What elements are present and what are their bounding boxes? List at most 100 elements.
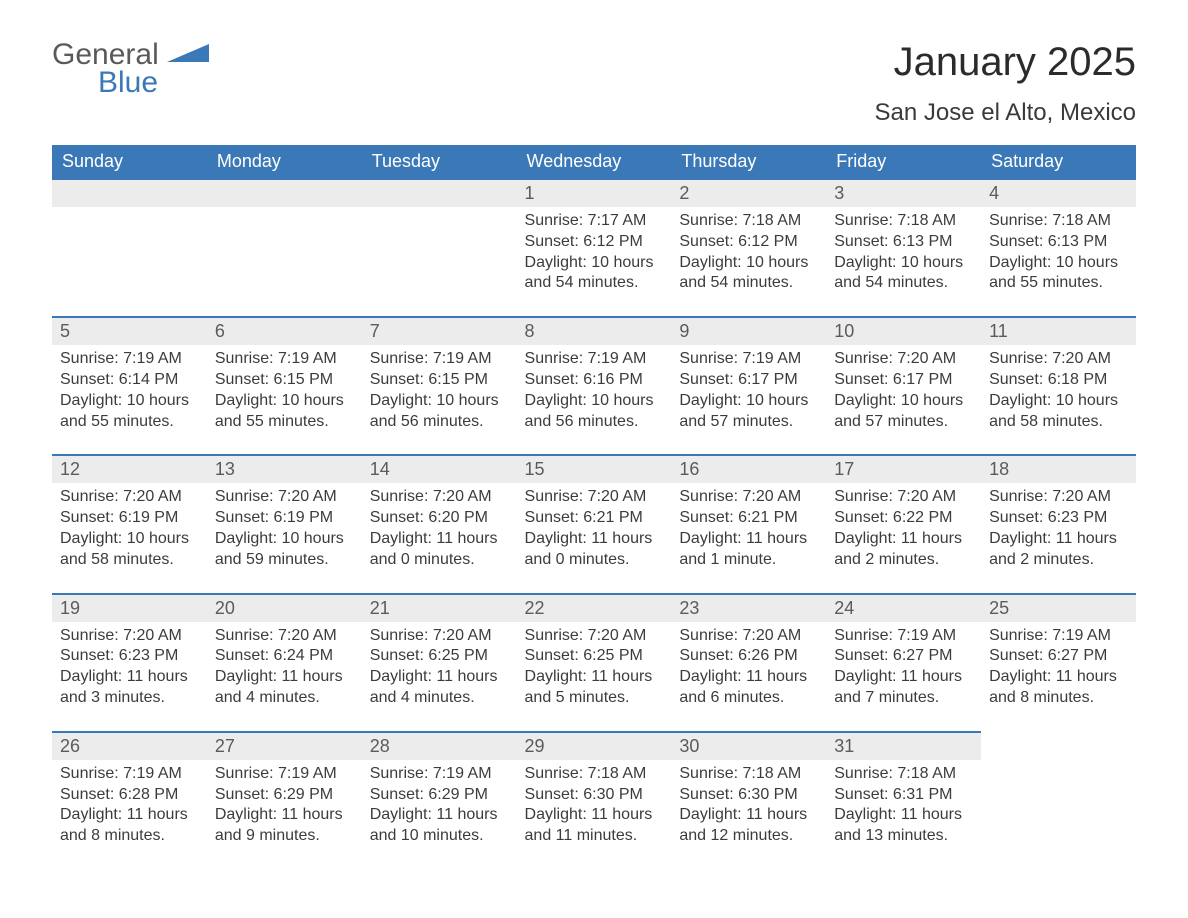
month-title: January 2025 xyxy=(875,40,1136,85)
location: San Jose el Alto, Mexico xyxy=(875,99,1136,127)
weekday-header: Friday xyxy=(826,145,981,179)
day-body-cell: Sunrise: 7:20 AMSunset: 6:25 PMDaylight:… xyxy=(517,622,672,732)
day-line-sunrise: Sunrise: 7:19 AM xyxy=(60,349,199,370)
day-line-sunset: Sunset: 6:31 PM xyxy=(834,785,973,806)
day-line-sunrise: Sunrise: 7:20 AM xyxy=(834,487,973,508)
day-line-sunset: Sunset: 6:20 PM xyxy=(370,508,509,529)
day-line-dl2: and 13 minutes. xyxy=(834,826,973,847)
day-line-dl2: and 6 minutes. xyxy=(679,688,818,709)
day-number-cell: 18 xyxy=(981,455,1136,483)
day-body-cell: Sunrise: 7:19 AMSunset: 6:16 PMDaylight:… xyxy=(517,345,672,455)
day-line-dl1: Daylight: 11 hours xyxy=(989,529,1128,550)
day-body: Sunrise: 7:19 AMSunset: 6:15 PMDaylight:… xyxy=(370,345,509,432)
day-number-cell: 4 xyxy=(981,179,1136,207)
day-line-sunset: Sunset: 6:21 PM xyxy=(679,508,818,529)
day-number-cell: 8 xyxy=(517,317,672,345)
day-body: Sunrise: 7:19 AMSunset: 6:28 PMDaylight:… xyxy=(60,760,199,847)
day-body-cell: Sunrise: 7:20 AMSunset: 6:21 PMDaylight:… xyxy=(517,483,672,593)
day-body-cell: Sunrise: 7:20 AMSunset: 6:20 PMDaylight:… xyxy=(362,483,517,593)
daynum-row: 1234 xyxy=(52,179,1136,207)
daynum-row: 567891011 xyxy=(52,317,1136,345)
day-body: Sunrise: 7:19 AMSunset: 6:29 PMDaylight:… xyxy=(215,760,354,847)
day-line-dl1: Daylight: 11 hours xyxy=(525,529,664,550)
day-number-cell: 17 xyxy=(826,455,981,483)
day-line-dl2: and 7 minutes. xyxy=(834,688,973,709)
day-line-sunset: Sunset: 6:12 PM xyxy=(679,232,818,253)
day-line-sunrise: Sunrise: 7:20 AM xyxy=(370,626,509,647)
day-line-sunrise: Sunrise: 7:20 AM xyxy=(525,626,664,647)
day-line-sunset: Sunset: 6:30 PM xyxy=(525,785,664,806)
day-line-sunset: Sunset: 6:15 PM xyxy=(215,370,354,391)
day-line-sunset: Sunset: 6:23 PM xyxy=(60,646,199,667)
day-number-cell: 15 xyxy=(517,455,672,483)
day-line-dl2: and 54 minutes. xyxy=(525,273,664,294)
day-body-cell: Sunrise: 7:19 AMSunset: 6:15 PMDaylight:… xyxy=(207,345,362,455)
day-body: Sunrise: 7:20 AMSunset: 6:26 PMDaylight:… xyxy=(679,622,818,709)
day-body: Sunrise: 7:18 AMSunset: 6:30 PMDaylight:… xyxy=(679,760,818,847)
day-number-cell: 21 xyxy=(362,594,517,622)
day-line-sunset: Sunset: 6:29 PM xyxy=(215,785,354,806)
day-line-sunrise: Sunrise: 7:19 AM xyxy=(679,349,818,370)
day-line-dl2: and 9 minutes. xyxy=(215,826,354,847)
day-body: Sunrise: 7:18 AMSunset: 6:31 PMDaylight:… xyxy=(834,760,973,847)
weekday-header: Monday xyxy=(207,145,362,179)
day-line-dl1: Daylight: 10 hours xyxy=(989,391,1128,412)
day-number-cell: 3 xyxy=(826,179,981,207)
day-body-cell: Sunrise: 7:18 AMSunset: 6:31 PMDaylight:… xyxy=(826,760,981,869)
day-line-dl1: Daylight: 11 hours xyxy=(60,667,199,688)
day-number-cell: 12 xyxy=(52,455,207,483)
day-line-sunrise: Sunrise: 7:19 AM xyxy=(370,764,509,785)
daybody-row: Sunrise: 7:19 AM Sunset: 6:28 PM Daylight:… xyxy=(52,760,1136,869)
day-number-cell: 31 xyxy=(826,732,981,760)
day-line-dl2: and 1 minute. xyxy=(679,550,818,571)
weekday-header: Wednesday xyxy=(517,145,672,179)
day-body-cell: Sunrise: 7:18 AMSunset: 6:13 PMDaylight:… xyxy=(981,207,1136,317)
day-line-sunset: Sunset: 6:13 PM xyxy=(834,232,973,253)
day-line-dl2: and 5 minutes. xyxy=(525,688,664,709)
day-number-cell xyxy=(52,179,207,207)
weekday-header: Saturday xyxy=(981,145,1136,179)
day-line-dl2: and 4 minutes. xyxy=(215,688,354,709)
day-line-sunrise: Sunrise: 7:20 AM xyxy=(525,487,664,508)
day-line-dl1: Daylight: 11 hours xyxy=(989,667,1128,688)
day-line-dl1: Daylight: 10 hours xyxy=(60,529,199,550)
day-line-dl2: and 57 minutes. xyxy=(834,412,973,433)
day-body: Sunrise: 7:19 AMSunset: 6:16 PMDaylight:… xyxy=(525,345,664,432)
day-line-dl2: and 55 minutes. xyxy=(989,273,1128,294)
daynum-row: 262728293031 xyxy=(52,732,1136,760)
day-line-sunset: Sunset: 6:22 PM xyxy=(834,508,973,529)
day-line-sunset: Sunset: 6:16 PM xyxy=(525,370,664,391)
calendar-head: SundayMondayTuesdayWednesdayThursdayFrid… xyxy=(52,145,1136,179)
day-body: Sunrise: 7:18 AMSunset: 6:13 PMDaylight:… xyxy=(989,207,1128,294)
daynum-row: 12131415161718 xyxy=(52,455,1136,483)
day-line-sunset: Sunset: 6:28 PM xyxy=(60,785,199,806)
day-line-dl1: Daylight: 11 hours xyxy=(679,667,818,688)
day-line-sunrise: Sunrise: 7:18 AM xyxy=(679,764,818,785)
logo-word2: Blue xyxy=(98,68,209,98)
day-number-cell: 26 xyxy=(52,732,207,760)
day-line-sunrise: Sunrise: 7:19 AM xyxy=(834,626,973,647)
day-body-cell: Sunrise: 7:19 AMSunset: 6:27 PMDaylight:… xyxy=(981,622,1136,732)
day-body: Sunrise: 7:20 AMSunset: 6:23 PMDaylight:… xyxy=(989,483,1128,570)
header: General Blue January 2025 San Jose el Al… xyxy=(52,40,1136,141)
day-body-cell: Sunrise: 7:20 AMSunset: 6:23 PMDaylight:… xyxy=(981,483,1136,593)
day-body-cell: Sunrise: 7:17 AMSunset: 6:12 PMDaylight:… xyxy=(517,207,672,317)
day-body: Sunrise: 7:20 AMSunset: 6:19 PMDaylight:… xyxy=(60,483,199,570)
day-body: Sunrise: 7:18 AMSunset: 6:13 PMDaylight:… xyxy=(834,207,973,294)
day-body: Sunrise: 7:20 AMSunset: 6:24 PMDaylight:… xyxy=(215,622,354,709)
day-line-dl1: Daylight: 11 hours xyxy=(215,805,354,826)
title-block: January 2025 San Jose el Alto, Mexico xyxy=(875,40,1136,141)
day-body-cell: Sunrise: 7:20 AMSunset: 6:23 PMDaylight:… xyxy=(52,622,207,732)
day-line-dl1: Daylight: 11 hours xyxy=(525,805,664,826)
day-line-dl1: Daylight: 11 hours xyxy=(679,529,818,550)
day-body-cell: Sunrise: 7:18 AMSunset: 6:30 PMDaylight:… xyxy=(671,760,826,869)
day-body: Sunrise: 7:19 AMSunset: 6:14 PMDaylight:… xyxy=(60,345,199,432)
logo: General Blue xyxy=(52,40,209,98)
day-number-cell: 1 xyxy=(517,179,672,207)
day-number-cell: 27 xyxy=(207,732,362,760)
day-line-dl1: Daylight: 11 hours xyxy=(834,667,973,688)
day-line-sunrise: Sunrise: 7:18 AM xyxy=(679,211,818,232)
day-number-cell: 30 xyxy=(671,732,826,760)
day-body-cell: Sunrise: 7:19 AMSunset: 6:29 PMDaylight:… xyxy=(207,760,362,869)
day-line-dl1: Daylight: 11 hours xyxy=(834,529,973,550)
